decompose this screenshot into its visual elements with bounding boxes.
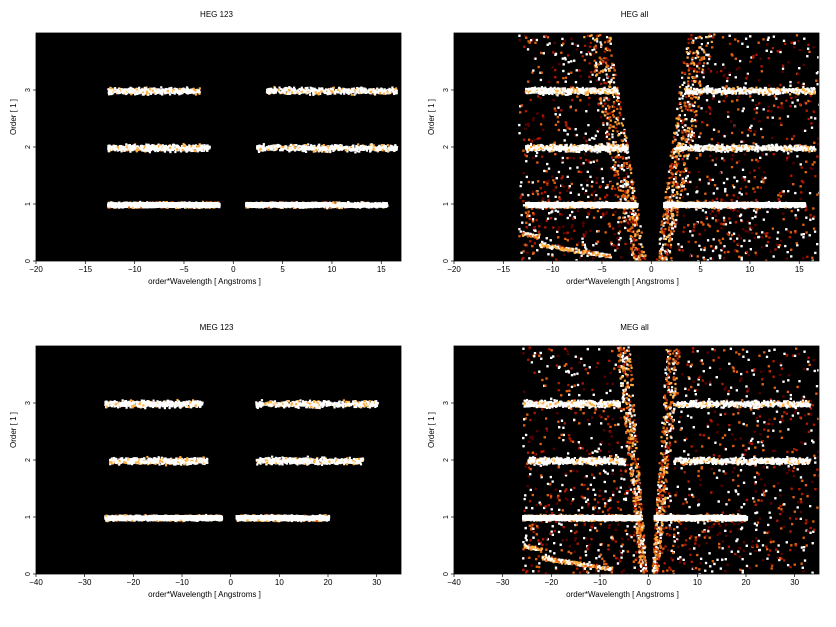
x-axis-label: order*Wavelength [ Angstroms ] (148, 590, 261, 599)
x-tick-label: 30 (372, 578, 381, 587)
y-axis-label: Order [ 1 ] (9, 99, 18, 135)
x-axis-label: order*Wavelength [ Angstroms ] (566, 277, 679, 286)
chart-title: MEG all (620, 323, 649, 332)
y-tick-label: 2 (443, 145, 450, 149)
x-tick-label: 5 (698, 265, 703, 274)
plot-meg-123: MEG 123 −40 −30 −20 −10 0 10 20 30 0 1 2 3 order*Wave… (9, 323, 402, 599)
x-tick-label: 5 (280, 265, 285, 274)
x-tick-label: −15 (497, 265, 511, 274)
x-tick-label: 10 (275, 578, 284, 587)
x-tick-label: −20 (447, 265, 461, 274)
x-tick-label: 30 (790, 578, 799, 587)
heatmap-cells (518, 33, 819, 261)
y-tick-label: 0 (443, 259, 450, 263)
chart-title: HEG 123 (200, 10, 233, 19)
x-axis-label: order*Wavelength [ Angstroms ] (148, 277, 261, 286)
x-tick-label: −30 (496, 578, 510, 587)
heatmap-cells (107, 85, 399, 210)
y-tick-label: 3 (443, 88, 450, 92)
x-tick-label: 10 (693, 578, 702, 587)
x-tick-label: −20 (545, 578, 559, 587)
x-tick-label: −10 (175, 578, 189, 587)
x-tick-label: 15 (795, 265, 804, 274)
plot-heg-all: HEG all −20 −15 −10 −5 0 5 10 15 0 1 2 3 order*Wavele… (427, 10, 820, 286)
y-tick-label: 3 (443, 401, 450, 405)
x-tick-label: −5 (597, 265, 607, 274)
x-tick-label: −5 (179, 265, 189, 274)
x-axis-label: order*Wavelength [ Angstroms ] (566, 590, 679, 599)
plot-meg-all: MEG all −40 −30 −20 −10 0 10 20 30 0 1 2 3 order*Wave… (427, 323, 820, 599)
y-tick-label: 0 (25, 259, 32, 263)
x-tick-label: −30 (78, 578, 92, 587)
x-tick-label: 15 (377, 265, 386, 274)
x-tick-label: 0 (649, 265, 654, 274)
x-tick-label: −10 (128, 265, 142, 274)
y-axis-label: Order [ 1 ] (427, 99, 436, 135)
y-tick-label: 1 (443, 515, 450, 519)
x-tick-label: −20 (29, 265, 43, 274)
x-tick-label: 0 (646, 578, 651, 587)
x-tick-label: −10 (593, 578, 607, 587)
x-tick-label: 10 (745, 265, 754, 274)
y-tick-label: 2 (25, 145, 32, 149)
x-tick-label: −40 (29, 578, 43, 587)
y-tick-label: 2 (443, 458, 450, 462)
y-axis-label: Order [ 1 ] (427, 412, 436, 448)
x-tick-label: −20 (127, 578, 141, 587)
y-tick-label: 2 (25, 458, 32, 462)
y-tick-label: 3 (25, 88, 32, 92)
x-tick-label: 20 (742, 578, 751, 587)
heatmap-cells (104, 398, 379, 523)
x-tick-label: 0 (231, 265, 236, 274)
y-tick-label: 3 (25, 401, 32, 405)
x-tick-label: 20 (324, 578, 333, 587)
plot-heg-123: HEG 123 −20 −15 −10 −5 0 5 10 15 0 1 2 3 order*Wavele… (9, 10, 402, 286)
y-tick-label: 1 (443, 202, 450, 206)
heatmap-cells (522, 346, 819, 574)
y-axis-label: Order [ 1 ] (9, 412, 18, 448)
y-tick-label: 0 (25, 572, 32, 576)
chart-title: MEG 123 (200, 323, 234, 332)
y-tick-label: 0 (443, 572, 450, 576)
x-tick-label: 0 (228, 578, 233, 587)
y-tick-label: 1 (25, 515, 32, 519)
x-tick-label: −10 (546, 265, 560, 274)
x-tick-label: −40 (447, 578, 461, 587)
x-tick-label: 10 (327, 265, 336, 274)
y-tick-label: 1 (25, 202, 32, 206)
chart-title: HEG all (621, 10, 649, 19)
x-tick-label: −15 (79, 265, 93, 274)
